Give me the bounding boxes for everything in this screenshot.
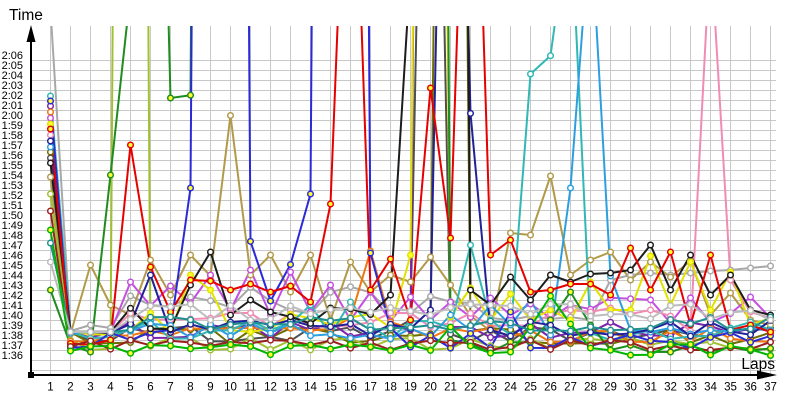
svg-text:15: 15: [324, 382, 337, 394]
svg-text:23: 23: [484, 382, 497, 394]
svg-text:1:56: 1:56: [2, 150, 23, 162]
svg-text:6: 6: [147, 382, 153, 394]
svg-text:4: 4: [107, 382, 114, 394]
svg-text:7: 7: [167, 382, 173, 394]
svg-text:30: 30: [624, 382, 637, 394]
svg-text:1:37: 1:37: [2, 340, 23, 352]
svg-text:37: 37: [764, 382, 777, 394]
svg-text:1:42: 1:42: [2, 290, 23, 302]
svg-text:27: 27: [564, 382, 577, 394]
svg-text:1:41: 1:41: [2, 300, 23, 312]
svg-text:12: 12: [264, 382, 277, 394]
svg-text:2:02: 2:02: [2, 90, 23, 102]
svg-text:14: 14: [304, 382, 317, 394]
svg-text:32: 32: [664, 382, 677, 394]
svg-text:34: 34: [704, 382, 717, 394]
svg-text:2:03: 2:03: [2, 80, 23, 92]
svg-text:1:46: 1:46: [2, 250, 23, 262]
svg-text:20: 20: [424, 382, 437, 394]
svg-text:2:05: 2:05: [2, 60, 23, 72]
svg-text:1:53: 1:53: [2, 180, 23, 192]
svg-text:16: 16: [344, 382, 357, 394]
svg-text:1:55: 1:55: [2, 160, 23, 172]
svg-text:35: 35: [724, 382, 737, 394]
svg-text:24: 24: [504, 382, 517, 394]
svg-text:1:59: 1:59: [2, 120, 23, 132]
svg-text:10: 10: [224, 382, 237, 394]
svg-text:1:45: 1:45: [2, 260, 23, 272]
svg-text:5: 5: [127, 382, 133, 394]
svg-text:2:01: 2:01: [2, 100, 23, 112]
svg-text:1:57: 1:57: [2, 140, 23, 152]
svg-text:Time: Time: [9, 7, 43, 24]
svg-text:1:50: 1:50: [2, 210, 23, 222]
svg-text:11: 11: [245, 382, 257, 394]
svg-text:3: 3: [87, 382, 93, 394]
svg-text:1:54: 1:54: [2, 170, 23, 182]
svg-text:1:40: 1:40: [2, 310, 23, 322]
svg-text:29: 29: [604, 382, 617, 394]
svg-text:1:36: 1:36: [2, 350, 23, 362]
svg-text:2: 2: [67, 382, 73, 394]
svg-text:2:04: 2:04: [2, 70, 23, 82]
svg-text:9: 9: [207, 382, 213, 394]
svg-text:1:47: 1:47: [2, 240, 23, 252]
svg-text:1:58: 1:58: [2, 130, 23, 142]
svg-text:33: 33: [684, 382, 697, 394]
svg-text:1:44: 1:44: [2, 270, 23, 282]
svg-text:36: 36: [744, 382, 757, 394]
svg-text:1:51: 1:51: [2, 200, 23, 212]
svg-text:1:39: 1:39: [2, 320, 23, 332]
svg-text:19: 19: [404, 382, 417, 394]
svg-text:26: 26: [544, 382, 557, 394]
svg-text:1: 1: [47, 382, 53, 394]
svg-text:22: 22: [464, 382, 477, 394]
svg-text:1:48: 1:48: [2, 230, 23, 242]
svg-text:18: 18: [384, 382, 397, 394]
svg-text:1:43: 1:43: [2, 280, 23, 292]
svg-text:25: 25: [524, 382, 537, 394]
svg-text:8: 8: [187, 382, 193, 394]
svg-text:2:06: 2:06: [2, 50, 23, 62]
svg-text:17: 17: [364, 382, 377, 394]
svg-text:28: 28: [584, 382, 597, 394]
svg-text:2:00: 2:00: [2, 110, 23, 122]
svg-text:1:52: 1:52: [2, 190, 23, 202]
svg-text:1:38: 1:38: [2, 330, 23, 342]
svg-text:21: 21: [444, 382, 457, 394]
svg-text:13: 13: [284, 382, 297, 394]
svg-text:31: 31: [644, 382, 657, 394]
svg-text:1:49: 1:49: [2, 220, 23, 232]
svg-text:Laps: Laps: [741, 356, 775, 373]
